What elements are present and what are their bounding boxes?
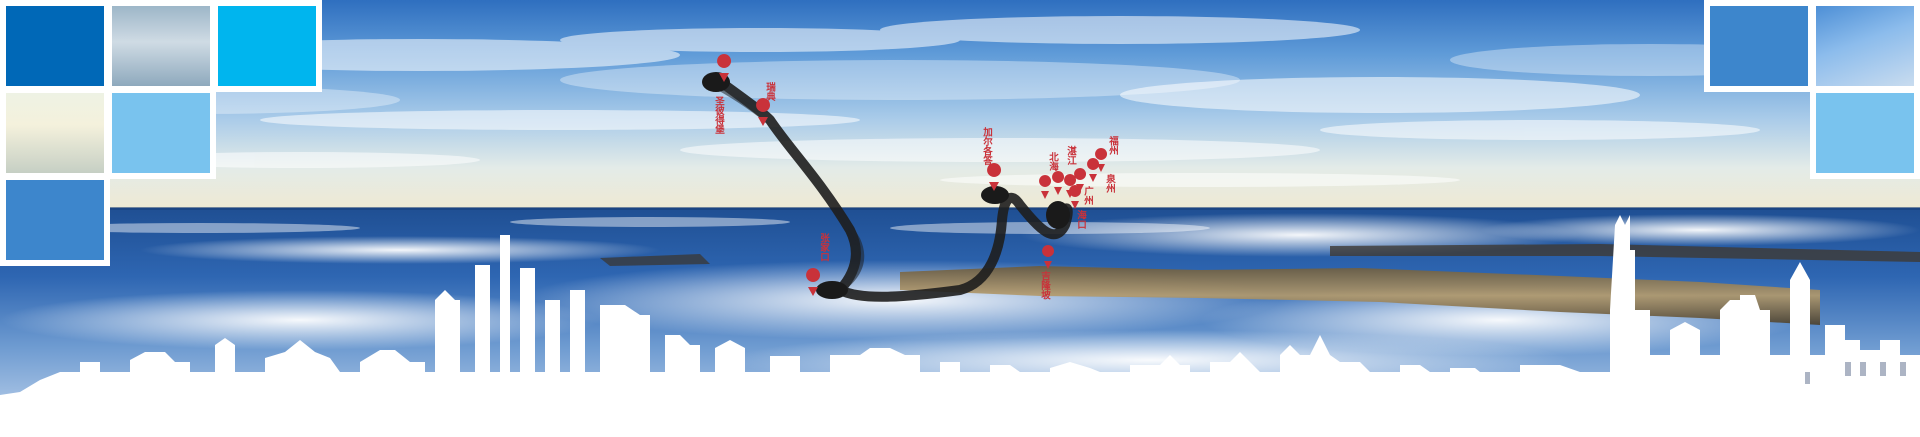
- pin-label-east-a: 北海: [1046, 152, 1059, 171]
- pin-label-west-left: 圣彼得堡: [712, 96, 725, 134]
- pin-label-east-peak: 加尔各答: [980, 127, 993, 165]
- tile-light-blue: [106, 87, 216, 179]
- tile-photo: [106, 0, 216, 92]
- pin-label-east-e: 福州: [1106, 136, 1119, 155]
- pin-label-central-south: 张家口: [817, 233, 830, 262]
- tile-mid-blue: [0, 174, 110, 266]
- tile-mid-blue: [1704, 0, 1814, 92]
- pin-label-east-d: 泉州: [1103, 174, 1116, 193]
- pin-label-west-top: 瑞典: [763, 82, 776, 101]
- tile-photo: [0, 87, 110, 179]
- pin-label-east-b: 湛江: [1064, 146, 1077, 165]
- tile-cyan: [212, 0, 322, 92]
- tile-photo: [1810, 0, 1920, 92]
- tile-light-blue: [1810, 87, 1920, 179]
- pin-label-east-c: 广州: [1081, 186, 1094, 205]
- pin-label-east-g: 吉隆坡: [1038, 271, 1051, 300]
- tile-dark-blue: [0, 0, 110, 92]
- pin-label-east-f: 海口: [1074, 210, 1087, 229]
